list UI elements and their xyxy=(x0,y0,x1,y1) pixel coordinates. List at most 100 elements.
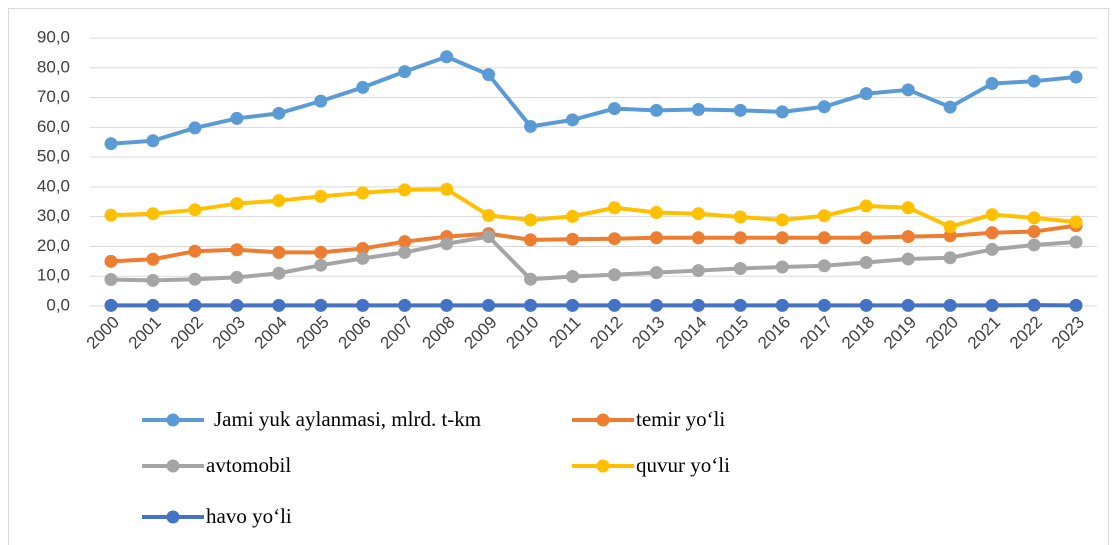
data-point xyxy=(104,208,118,222)
data-point xyxy=(566,209,580,223)
data-point xyxy=(985,208,999,222)
legend-marker xyxy=(166,459,180,473)
data-point xyxy=(859,256,873,270)
data-point xyxy=(691,207,705,221)
data-point xyxy=(356,298,370,312)
y-tick-label: 50,0 xyxy=(37,147,70,166)
data-point xyxy=(607,102,621,116)
data-point xyxy=(482,68,496,82)
data-point xyxy=(649,103,663,117)
data-point xyxy=(1027,238,1041,252)
data-point xyxy=(356,242,370,256)
x-tick-label: 2013 xyxy=(628,313,668,353)
data-point xyxy=(607,268,621,282)
data-point xyxy=(398,183,412,197)
data-point xyxy=(1069,215,1083,229)
x-tick-label: 2007 xyxy=(377,313,417,353)
data-point xyxy=(482,230,496,244)
y-tick-label: 10,0 xyxy=(37,266,70,285)
data-point xyxy=(1027,74,1041,88)
x-tick-label: 2020 xyxy=(922,313,962,353)
data-point xyxy=(230,111,244,125)
data-point xyxy=(817,100,831,114)
y-tick-label: 20,0 xyxy=(37,236,70,255)
data-point xyxy=(314,258,328,272)
data-point xyxy=(1027,211,1041,225)
data-point xyxy=(440,237,454,251)
data-point xyxy=(943,298,957,312)
data-point xyxy=(859,87,873,101)
data-point xyxy=(146,207,160,221)
data-point xyxy=(230,270,244,284)
x-tick-label: 2006 xyxy=(335,313,375,353)
data-point xyxy=(901,298,915,312)
data-point xyxy=(649,266,663,280)
series-line xyxy=(110,223,1077,264)
data-point xyxy=(230,298,244,312)
data-point xyxy=(733,298,747,312)
data-point xyxy=(272,194,286,208)
x-tick-label: 2023 xyxy=(1048,313,1088,353)
data-point xyxy=(1027,225,1041,239)
data-point xyxy=(985,298,999,312)
x-tick-label: 2022 xyxy=(1006,313,1046,353)
x-tick-label: 2005 xyxy=(293,313,333,353)
data-point xyxy=(524,119,538,133)
y-tick-label: 30,0 xyxy=(37,206,70,225)
data-point xyxy=(314,94,328,108)
data-point xyxy=(607,201,621,215)
data-point xyxy=(440,50,454,64)
data-point xyxy=(859,231,873,245)
x-tick-label: 2000 xyxy=(83,313,123,353)
data-point xyxy=(314,189,328,203)
data-point xyxy=(272,245,286,259)
data-point xyxy=(817,209,831,223)
data-point xyxy=(440,182,454,196)
x-tick-label: 2002 xyxy=(167,313,207,353)
data-point xyxy=(146,298,160,312)
data-point xyxy=(356,251,370,265)
y-tick-label: 60,0 xyxy=(37,117,70,136)
series-line xyxy=(110,54,1077,146)
data-point xyxy=(775,298,789,312)
legend-marker xyxy=(166,413,180,427)
x-tick-label: 2016 xyxy=(754,313,794,353)
data-point xyxy=(733,231,747,245)
x-tick-label: 2011 xyxy=(545,313,584,352)
data-point xyxy=(901,252,915,266)
legend-label: quvur yo‘li xyxy=(636,453,730,477)
data-point xyxy=(398,298,412,312)
data-point xyxy=(566,113,580,127)
data-point xyxy=(188,121,202,135)
data-point xyxy=(943,220,957,234)
data-point xyxy=(146,252,160,266)
data-point xyxy=(524,213,538,227)
data-point xyxy=(943,229,957,243)
y-tick-label: 40,0 xyxy=(37,176,70,195)
data-point xyxy=(901,230,915,244)
data-point xyxy=(104,137,118,151)
data-point xyxy=(146,273,160,287)
data-point xyxy=(524,272,538,286)
data-point xyxy=(356,80,370,94)
data-point xyxy=(272,106,286,120)
data-point xyxy=(901,83,915,97)
y-tick-label: 70,0 xyxy=(37,87,70,106)
data-point xyxy=(524,233,538,247)
data-point xyxy=(440,298,454,312)
data-point xyxy=(817,259,831,273)
data-point xyxy=(272,266,286,280)
data-point xyxy=(566,298,580,312)
x-tick-label: 2018 xyxy=(838,313,878,353)
series-line xyxy=(110,234,1077,283)
data-point xyxy=(607,232,621,246)
data-point xyxy=(104,254,118,268)
data-point xyxy=(104,272,118,286)
data-point xyxy=(691,298,705,312)
data-point xyxy=(985,226,999,240)
data-point xyxy=(188,298,202,312)
x-tick-label: 2017 xyxy=(796,313,836,353)
data-point xyxy=(691,264,705,278)
data-point xyxy=(398,245,412,259)
data-point xyxy=(607,298,621,312)
